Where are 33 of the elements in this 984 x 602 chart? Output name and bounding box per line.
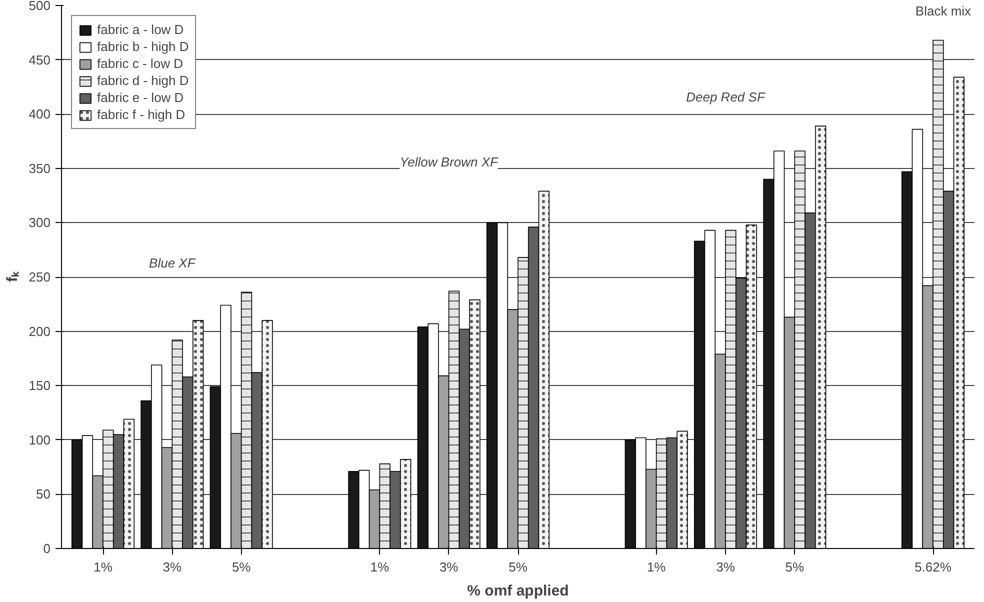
legend-label: fabric a - low D [97,22,184,37]
y-tick-label: 0 [43,541,51,556]
x-tick-label: 5% [508,560,528,574]
y-tick-label: 100 [28,432,51,448]
y-tick-label: 500 [28,0,51,13]
annotation: Black mix [915,4,972,19]
x-tick-label: 1% [370,560,390,574]
y-tick-label: 250 [28,270,51,284]
y-tick-label: 400 [28,106,51,122]
annotation: Deep Red SF [686,89,766,104]
x-tick-label: 3% [716,560,736,574]
x-tick-label: 5.62% [914,560,952,574]
x-axis-title: % omf applied [467,582,569,600]
y-tick-label: 150 [28,378,51,394]
y-tick-label: 450 [28,52,51,68]
legend-label: fabric d - high D [97,73,189,88]
x-tick-label: 1% [646,560,666,574]
x-tick-label: 5% [785,560,804,574]
x-tick-label: 3% [439,560,459,574]
legend-label: fabric e - low D [97,90,184,105]
y-tick-label: 200 [28,324,51,339]
y-tick-label: 50 [36,486,51,502]
legend-label: fabric b - high D [97,39,189,54]
x-tick-label: 3% [162,560,182,574]
x-tick-label: 1% [94,560,113,574]
y-tick-label: 350 [28,160,51,176]
y-tick-label: 300 [28,215,51,230]
annotation: Blue XF [149,255,196,270]
legend-label: fabric c - low D [97,56,183,71]
annotation: Yellow Brown XF [400,154,500,170]
legend-label: fabric f - high D [97,107,186,122]
y-axis-title: fₖ [4,271,21,282]
x-tick-label: 5% [232,560,252,574]
